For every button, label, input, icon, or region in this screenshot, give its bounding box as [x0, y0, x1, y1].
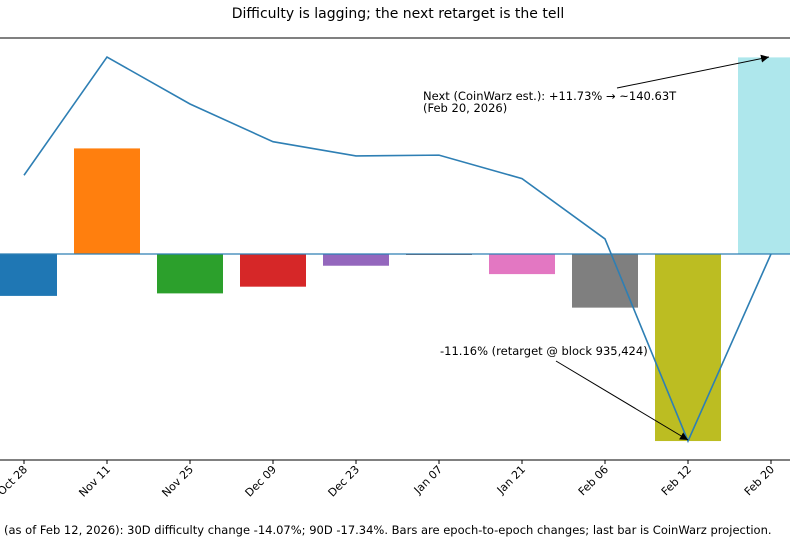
bar-feb-06 [572, 254, 638, 308]
bar-feb-12 [655, 254, 721, 442]
x-tick-label: Feb 12 [659, 463, 694, 498]
bar-dec-23 [323, 254, 389, 266]
x-tick-label: Dec 23 [326, 463, 363, 500]
bar-nov-25 [157, 254, 223, 294]
annotation-retarget: -11.16% (retarget @ block 935,424) [440, 344, 648, 358]
annotation-next-arrow [616, 54, 770, 89]
bar-oct-28 [0, 254, 57, 296]
x-tick-label: Dec 09 [243, 463, 280, 500]
x-tick-label: Nov 25 [159, 463, 196, 500]
annotation-next-line1: Next (CoinWarz est.): +11.73% → ~140.63T [423, 89, 677, 103]
bar-dec-09 [240, 254, 306, 287]
bar-jan-21 [489, 254, 555, 275]
x-tick-label: Jan 21 [494, 463, 528, 497]
footnote: (as of Feb 12, 2026): 30D difficulty cha… [4, 523, 772, 537]
x-tick-label: Feb 20 [742, 463, 777, 498]
x-tick-label: Oct 28 [0, 463, 30, 498]
chart-title: Difficulty is lagging; the next retarget… [232, 6, 565, 22]
x-tick-label: Nov 11 [76, 463, 113, 500]
x-tick-label: Feb 06 [576, 463, 611, 498]
annotation-retarget-arrow [555, 360, 689, 441]
bar-nov-11 [74, 148, 140, 254]
x-tick-label: Jan 07 [411, 463, 445, 497]
annotation-next-line2: (Feb 20, 2026) [423, 101, 507, 115]
difficulty-line [23, 56, 772, 444]
bar-feb-20 [738, 57, 790, 255]
